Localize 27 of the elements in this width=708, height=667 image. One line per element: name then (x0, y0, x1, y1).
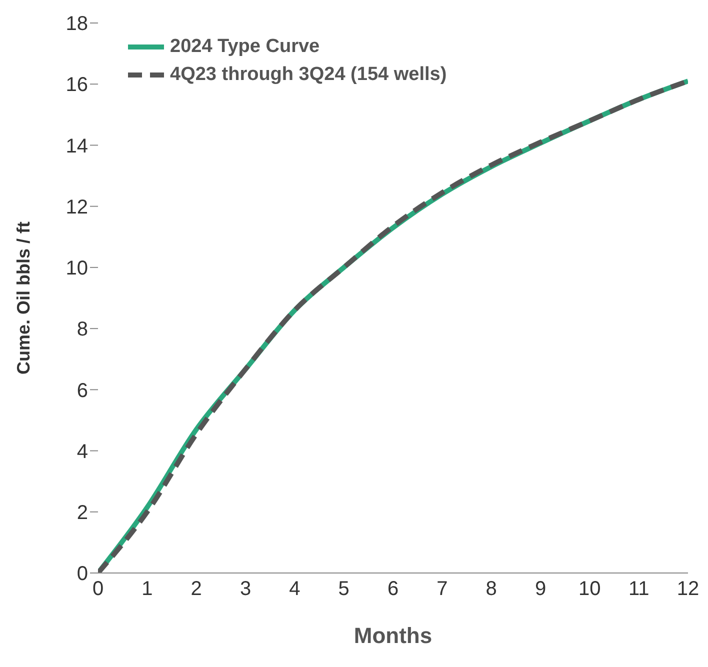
x-tick-label: 11 (628, 578, 650, 600)
x-tick-label: 4 (289, 578, 300, 600)
y-tick-label: 16 (66, 74, 88, 96)
legend-label: 4Q23 through 3Q24 (154 wells) (170, 64, 447, 86)
y-tick-label: 6 (76, 380, 88, 402)
y-tick-label: 4 (76, 440, 88, 463)
x-tick-label: 0 (92, 578, 104, 600)
x-tick-label: 2 (190, 578, 202, 600)
y-tick-label: 14 (66, 135, 88, 158)
y-tick-label: 18 (66, 13, 88, 36)
y-tick-label: 10 (66, 258, 88, 280)
x-tick-label: 5 (338, 578, 350, 600)
y-tick-label: 12 (66, 196, 88, 218)
x-tick-label: 9 (534, 578, 546, 600)
legend-label: 2024 Type Curve (170, 36, 320, 58)
x-tick-label: 7 (436, 578, 448, 600)
x-tick-label: 8 (486, 578, 497, 600)
x-tick-label: 12 (676, 578, 700, 600)
x-axis-title: Months (354, 623, 432, 648)
x-tick-label: 1 (142, 578, 153, 600)
y-tick-label: 2 (76, 502, 88, 524)
y-tick-label: 0 (76, 563, 88, 586)
y-tick-label: 8 (76, 318, 88, 341)
x-tick-label: 6 (387, 578, 399, 600)
x-tick-label: 3 (240, 578, 252, 600)
y-axis-title: Cume. Oil bbls / ft (13, 221, 34, 375)
x-tick-label: 10 (578, 578, 601, 600)
